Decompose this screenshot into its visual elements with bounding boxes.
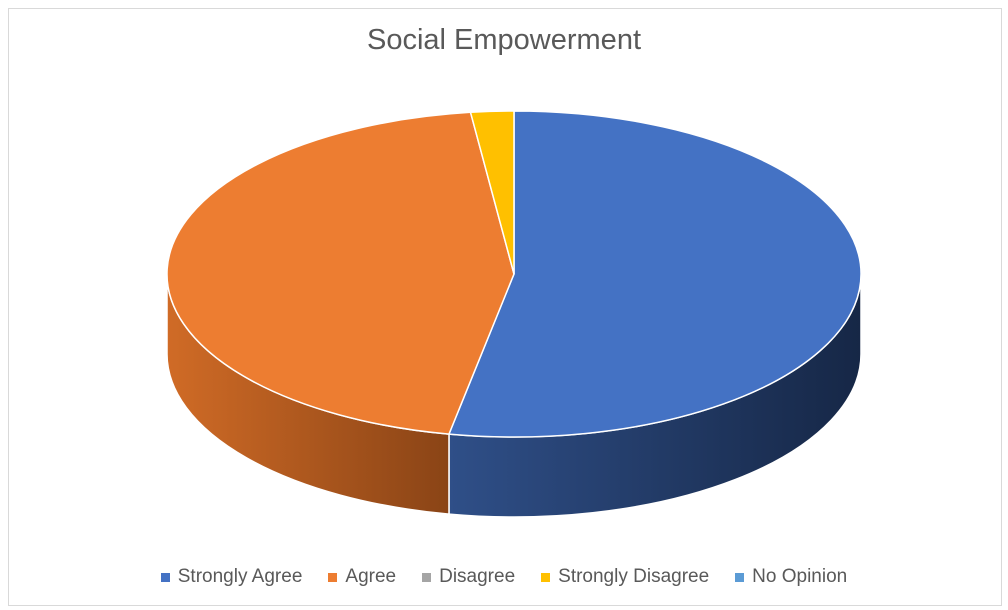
pie-tops — [166, 110, 862, 438]
legend-item-no-opinion: No Opinion — [735, 566, 847, 588]
legend-label: Strongly Disagree — [558, 566, 710, 587]
chart-title: Social Empowerment — [367, 24, 641, 56]
pie-slice-strongly-agree — [448, 110, 862, 438]
pie-slice-agree — [166, 111, 515, 435]
legend-swatch — [328, 572, 338, 582]
legend-item-strongly-agree: Strongly Agree — [160, 566, 303, 588]
pie-slice-strongly-disagree — [469, 110, 515, 275]
legend-label: No Opinion — [752, 566, 848, 587]
legend-item-disagree: Disagree — [422, 566, 515, 588]
legend-swatch — [160, 572, 170, 582]
legend-swatch — [735, 572, 745, 582]
legend: Strongly Agree Agree Disagree Strongly Disa… — [0, 565, 1008, 589]
legend-label: Agree — [345, 566, 397, 587]
legend-swatch — [541, 572, 551, 582]
legend-item-strongly-disagree: Strongly Disagree — [541, 566, 709, 588]
legend-item-agree: Agree — [328, 566, 396, 588]
legend-label: Strongly Agree — [177, 566, 303, 587]
legend-swatch — [422, 572, 432, 582]
legend-label: Disagree — [439, 566, 516, 587]
